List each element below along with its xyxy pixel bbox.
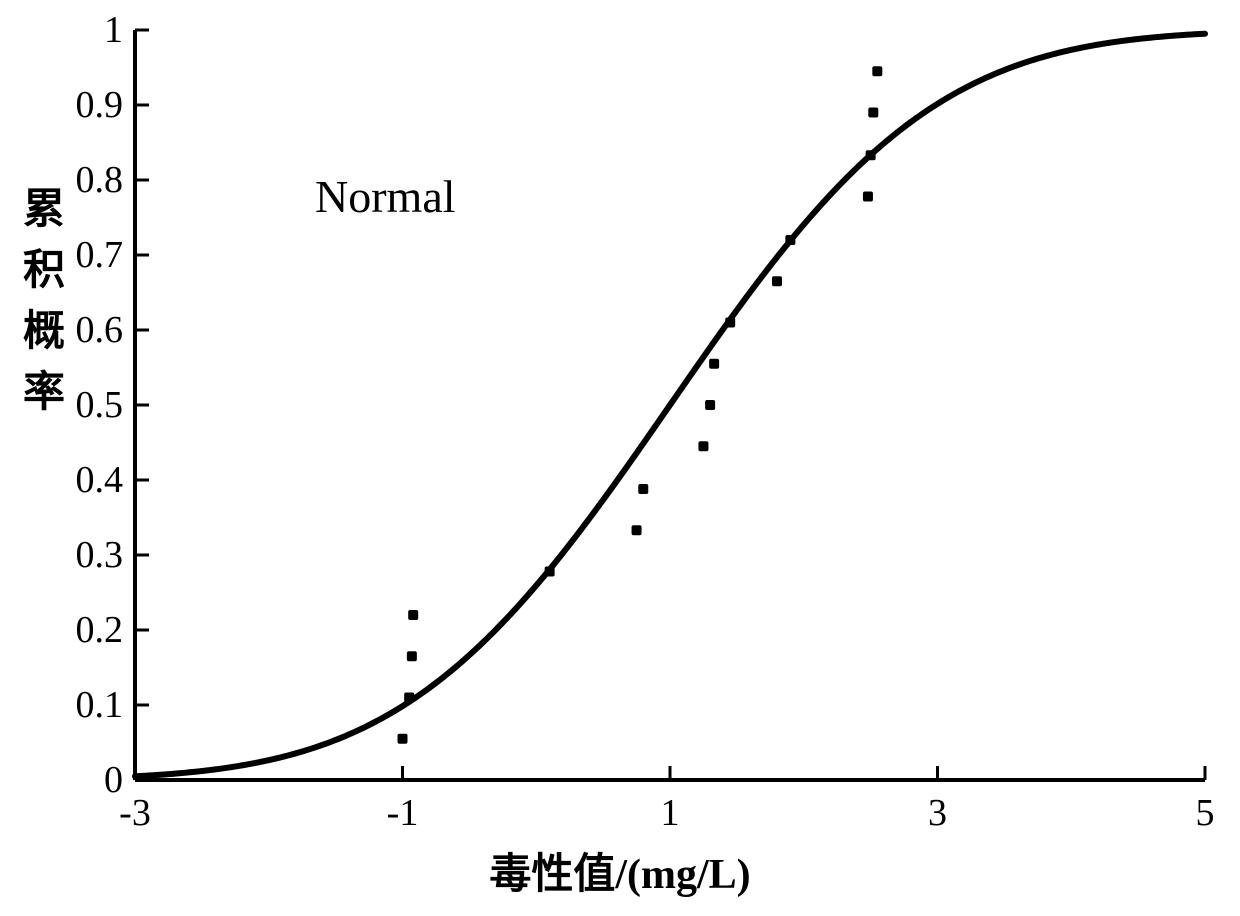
svg-text:0.3: 0.3	[76, 534, 124, 576]
chart-svg: -3 -1 1 3 5 0 0.1 0.2 0.3 0.4 0.5 0.6 0.7 0.8 0.9 1	[0, 0, 1240, 916]
svg-text:0.6: 0.6	[76, 309, 124, 351]
svg-text:0: 0	[104, 759, 123, 801]
svg-text:0.2: 0.2	[76, 609, 124, 651]
ylabel-char: 积	[20, 241, 68, 302]
svg-text:5: 5	[1196, 792, 1215, 834]
svg-text:0.4: 0.4	[76, 459, 124, 501]
chart-container: -3 -1 1 3 5 0 0.1 0.2 0.3 0.4 0.5 0.6 0.7 0.8 0.9 1 累 积…	[0, 0, 1240, 916]
y-axis-label: 累 积 概 率	[20, 180, 68, 424]
ylabel-char: 率	[20, 363, 68, 424]
svg-text:-3: -3	[119, 792, 151, 834]
x-axis-label: 毒性值/(mg/L)	[0, 840, 1240, 901]
ylabel-char: 概	[20, 302, 68, 363]
svg-text:-1: -1	[387, 792, 419, 834]
svg-text:0.5: 0.5	[76, 384, 124, 426]
svg-text:1: 1	[661, 792, 680, 834]
annotation-normal: Normal	[315, 170, 456, 223]
svg-text:1: 1	[104, 9, 123, 51]
svg-text:0.8: 0.8	[76, 159, 124, 201]
svg-text:3: 3	[928, 792, 947, 834]
svg-text:0.1: 0.1	[76, 684, 124, 726]
svg-text:0.7: 0.7	[76, 234, 124, 276]
ylabel-char: 累	[20, 180, 68, 241]
svg-text:0.9: 0.9	[76, 84, 124, 126]
